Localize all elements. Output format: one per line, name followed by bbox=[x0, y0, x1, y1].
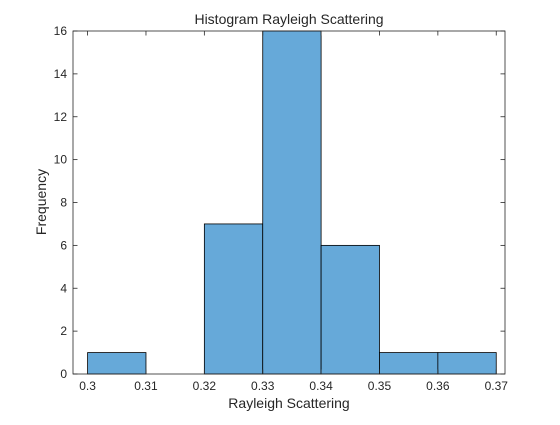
y-tick-label: 8 bbox=[60, 196, 67, 210]
x-tick-label: 0.33 bbox=[251, 379, 275, 393]
x-tick-label: 0.3 bbox=[79, 379, 96, 393]
y-ticks-group: 0 2 4 6 8 10 12 14 16 bbox=[54, 24, 505, 381]
y-axis-label: Frequency bbox=[33, 169, 49, 235]
y-tick-label: 16 bbox=[54, 24, 68, 38]
histogram-bar bbox=[262, 30, 322, 375]
y-tick-label: 0 bbox=[60, 367, 67, 381]
y-tick-label: 10 bbox=[54, 153, 68, 167]
x-tick-label: 0.37 bbox=[485, 379, 509, 393]
y-tick-label: 12 bbox=[54, 110, 68, 124]
x-tick-label: 0.31 bbox=[134, 379, 158, 393]
histogram-bar bbox=[87, 352, 147, 375]
y-tick-label: 4 bbox=[60, 281, 67, 295]
x-tick-label: 0.36 bbox=[426, 379, 450, 393]
histogram-bar bbox=[379, 352, 439, 375]
x-tick-label: 0.32 bbox=[193, 379, 217, 393]
histogram-bar bbox=[437, 352, 497, 375]
x-axis-label: Rayleigh Scattering bbox=[228, 395, 349, 411]
y-tick-label: 2 bbox=[60, 324, 67, 338]
x-tick-label: 0.35 bbox=[368, 379, 392, 393]
y-tick-label: 6 bbox=[60, 238, 67, 252]
bars-group bbox=[87, 30, 497, 375]
x-tick-label: 0.34 bbox=[309, 379, 333, 393]
x-ticks-group: 0.3 0.31 0.32 0.33 0.34 0.35 0.36 0.37 bbox=[79, 31, 508, 393]
y-tick-label: 14 bbox=[54, 67, 68, 81]
histogram-bar bbox=[203, 223, 264, 375]
chart-title: Histogram Rayleigh Scattering bbox=[194, 11, 383, 27]
histogram-bar bbox=[320, 244, 380, 375]
